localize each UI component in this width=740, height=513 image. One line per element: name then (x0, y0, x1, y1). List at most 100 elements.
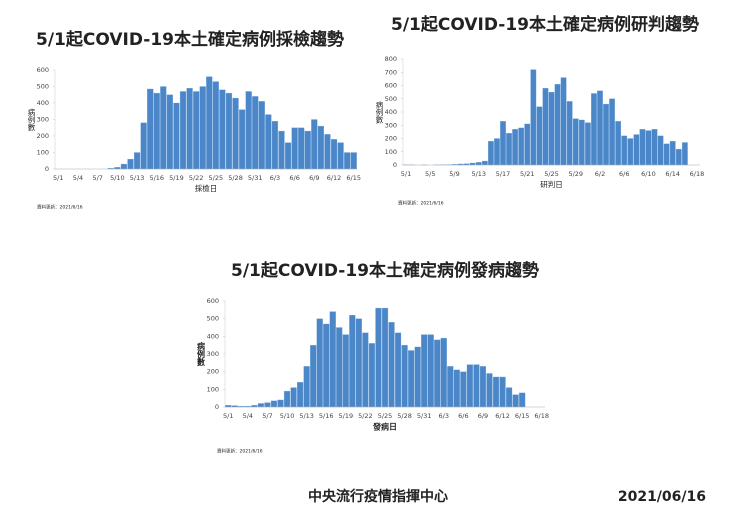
bar (206, 76, 213, 170)
y-tick-label: 0 (215, 403, 219, 411)
bar (530, 69, 537, 166)
bar (453, 369, 460, 408)
bar (225, 92, 233, 170)
bar (310, 345, 317, 408)
chart-title: 5/1起COVID-19本土確定病例採檢趨勢 (36, 29, 344, 50)
x-axis-label: 研判日 (540, 179, 563, 189)
bar (193, 91, 200, 170)
x-axis-label: 發病日 (372, 422, 397, 432)
bar (481, 160, 488, 166)
bar (219, 89, 226, 170)
bar (645, 130, 652, 166)
x-tick-label: 5/10 (110, 174, 125, 182)
bar (388, 322, 395, 408)
bar (252, 96, 259, 170)
y-tick-label: 600 (37, 66, 49, 74)
bar (270, 400, 278, 408)
bar (427, 334, 434, 408)
bar (536, 106, 543, 166)
x-tick-label: 5/25 (378, 412, 393, 420)
bar (675, 148, 682, 166)
bar (304, 130, 311, 170)
y-tick-label: 800 (385, 55, 397, 63)
x-tick-label: 5/7 (262, 412, 272, 420)
x-tick-label: 6/2 (595, 170, 605, 178)
bar (337, 142, 344, 170)
x-tick-label: 6/15 (346, 174, 361, 182)
y-tick-label: 200 (385, 135, 397, 143)
x-tick-label: 5/29 (568, 170, 583, 178)
bar (486, 373, 493, 408)
x-tick-label: 5/7 (92, 174, 102, 182)
bar (350, 152, 357, 170)
x-tick-label: 5/17 (496, 170, 511, 178)
bar (355, 318, 362, 408)
bar (621, 135, 628, 166)
bar (271, 121, 279, 170)
x-tick-label: 6/14 (665, 170, 680, 178)
bar (408, 350, 415, 408)
bar (179, 91, 187, 170)
bar (264, 402, 271, 408)
x-tick-label: 5/22 (189, 174, 204, 182)
y-tick-label: 100 (385, 148, 397, 156)
bar (153, 92, 160, 170)
bar (265, 114, 272, 170)
note: 資料更新：2021/6/16 (217, 448, 263, 455)
bar (199, 86, 206, 170)
x-tick-label: 5/21 (520, 170, 535, 178)
bar (239, 109, 246, 170)
x-tick-label: 5/4 (243, 412, 253, 420)
bar (512, 129, 519, 166)
x-tick-label: 5/4 (73, 174, 83, 182)
bar (440, 337, 447, 408)
bar (460, 371, 467, 408)
bar (297, 382, 304, 408)
bar (291, 127, 298, 170)
y-tick-label: 100 (37, 149, 49, 157)
y-axis-label: 病例數 (27, 107, 36, 132)
bar (147, 88, 154, 170)
y-tick-label: 600 (207, 297, 219, 305)
y-tick-label: 700 (385, 68, 397, 76)
bar (488, 140, 494, 166)
bar (127, 158, 134, 170)
x-tick-label: 5/13 (130, 174, 145, 182)
x-tick-label: 5/31 (248, 174, 263, 182)
x-tick-label: 5/16 (149, 174, 164, 182)
x-tick-label: 6/6 (619, 170, 629, 178)
bar (548, 91, 555, 166)
bar (283, 390, 291, 408)
bar (362, 332, 369, 408)
x-tick-label: 5/25 (209, 174, 224, 182)
y-tick-label: 500 (385, 95, 397, 103)
bar (245, 91, 252, 170)
bar (421, 334, 428, 408)
bar (591, 93, 597, 166)
y-tick-label: 100 (207, 385, 219, 393)
bar (627, 138, 634, 166)
x-tick-label: 5/25 (544, 170, 559, 178)
bar (669, 140, 676, 166)
bar (506, 133, 512, 166)
bar (381, 307, 389, 408)
x-tick-label: 5/19 (169, 174, 184, 182)
bar (212, 81, 219, 170)
x-tick-label: 5/31 (417, 412, 432, 420)
bar (681, 142, 688, 166)
y-tick-label: 400 (37, 99, 49, 107)
bar (316, 318, 323, 408)
bar (518, 127, 525, 166)
bar (368, 343, 376, 408)
bar (330, 139, 338, 170)
bar (401, 345, 408, 408)
bar (298, 127, 305, 170)
x-tick-label: 5/10 (280, 412, 295, 420)
bar (633, 134, 640, 166)
bar (473, 364, 480, 408)
bar (414, 346, 421, 408)
bar (166, 94, 173, 170)
bar (133, 152, 141, 170)
